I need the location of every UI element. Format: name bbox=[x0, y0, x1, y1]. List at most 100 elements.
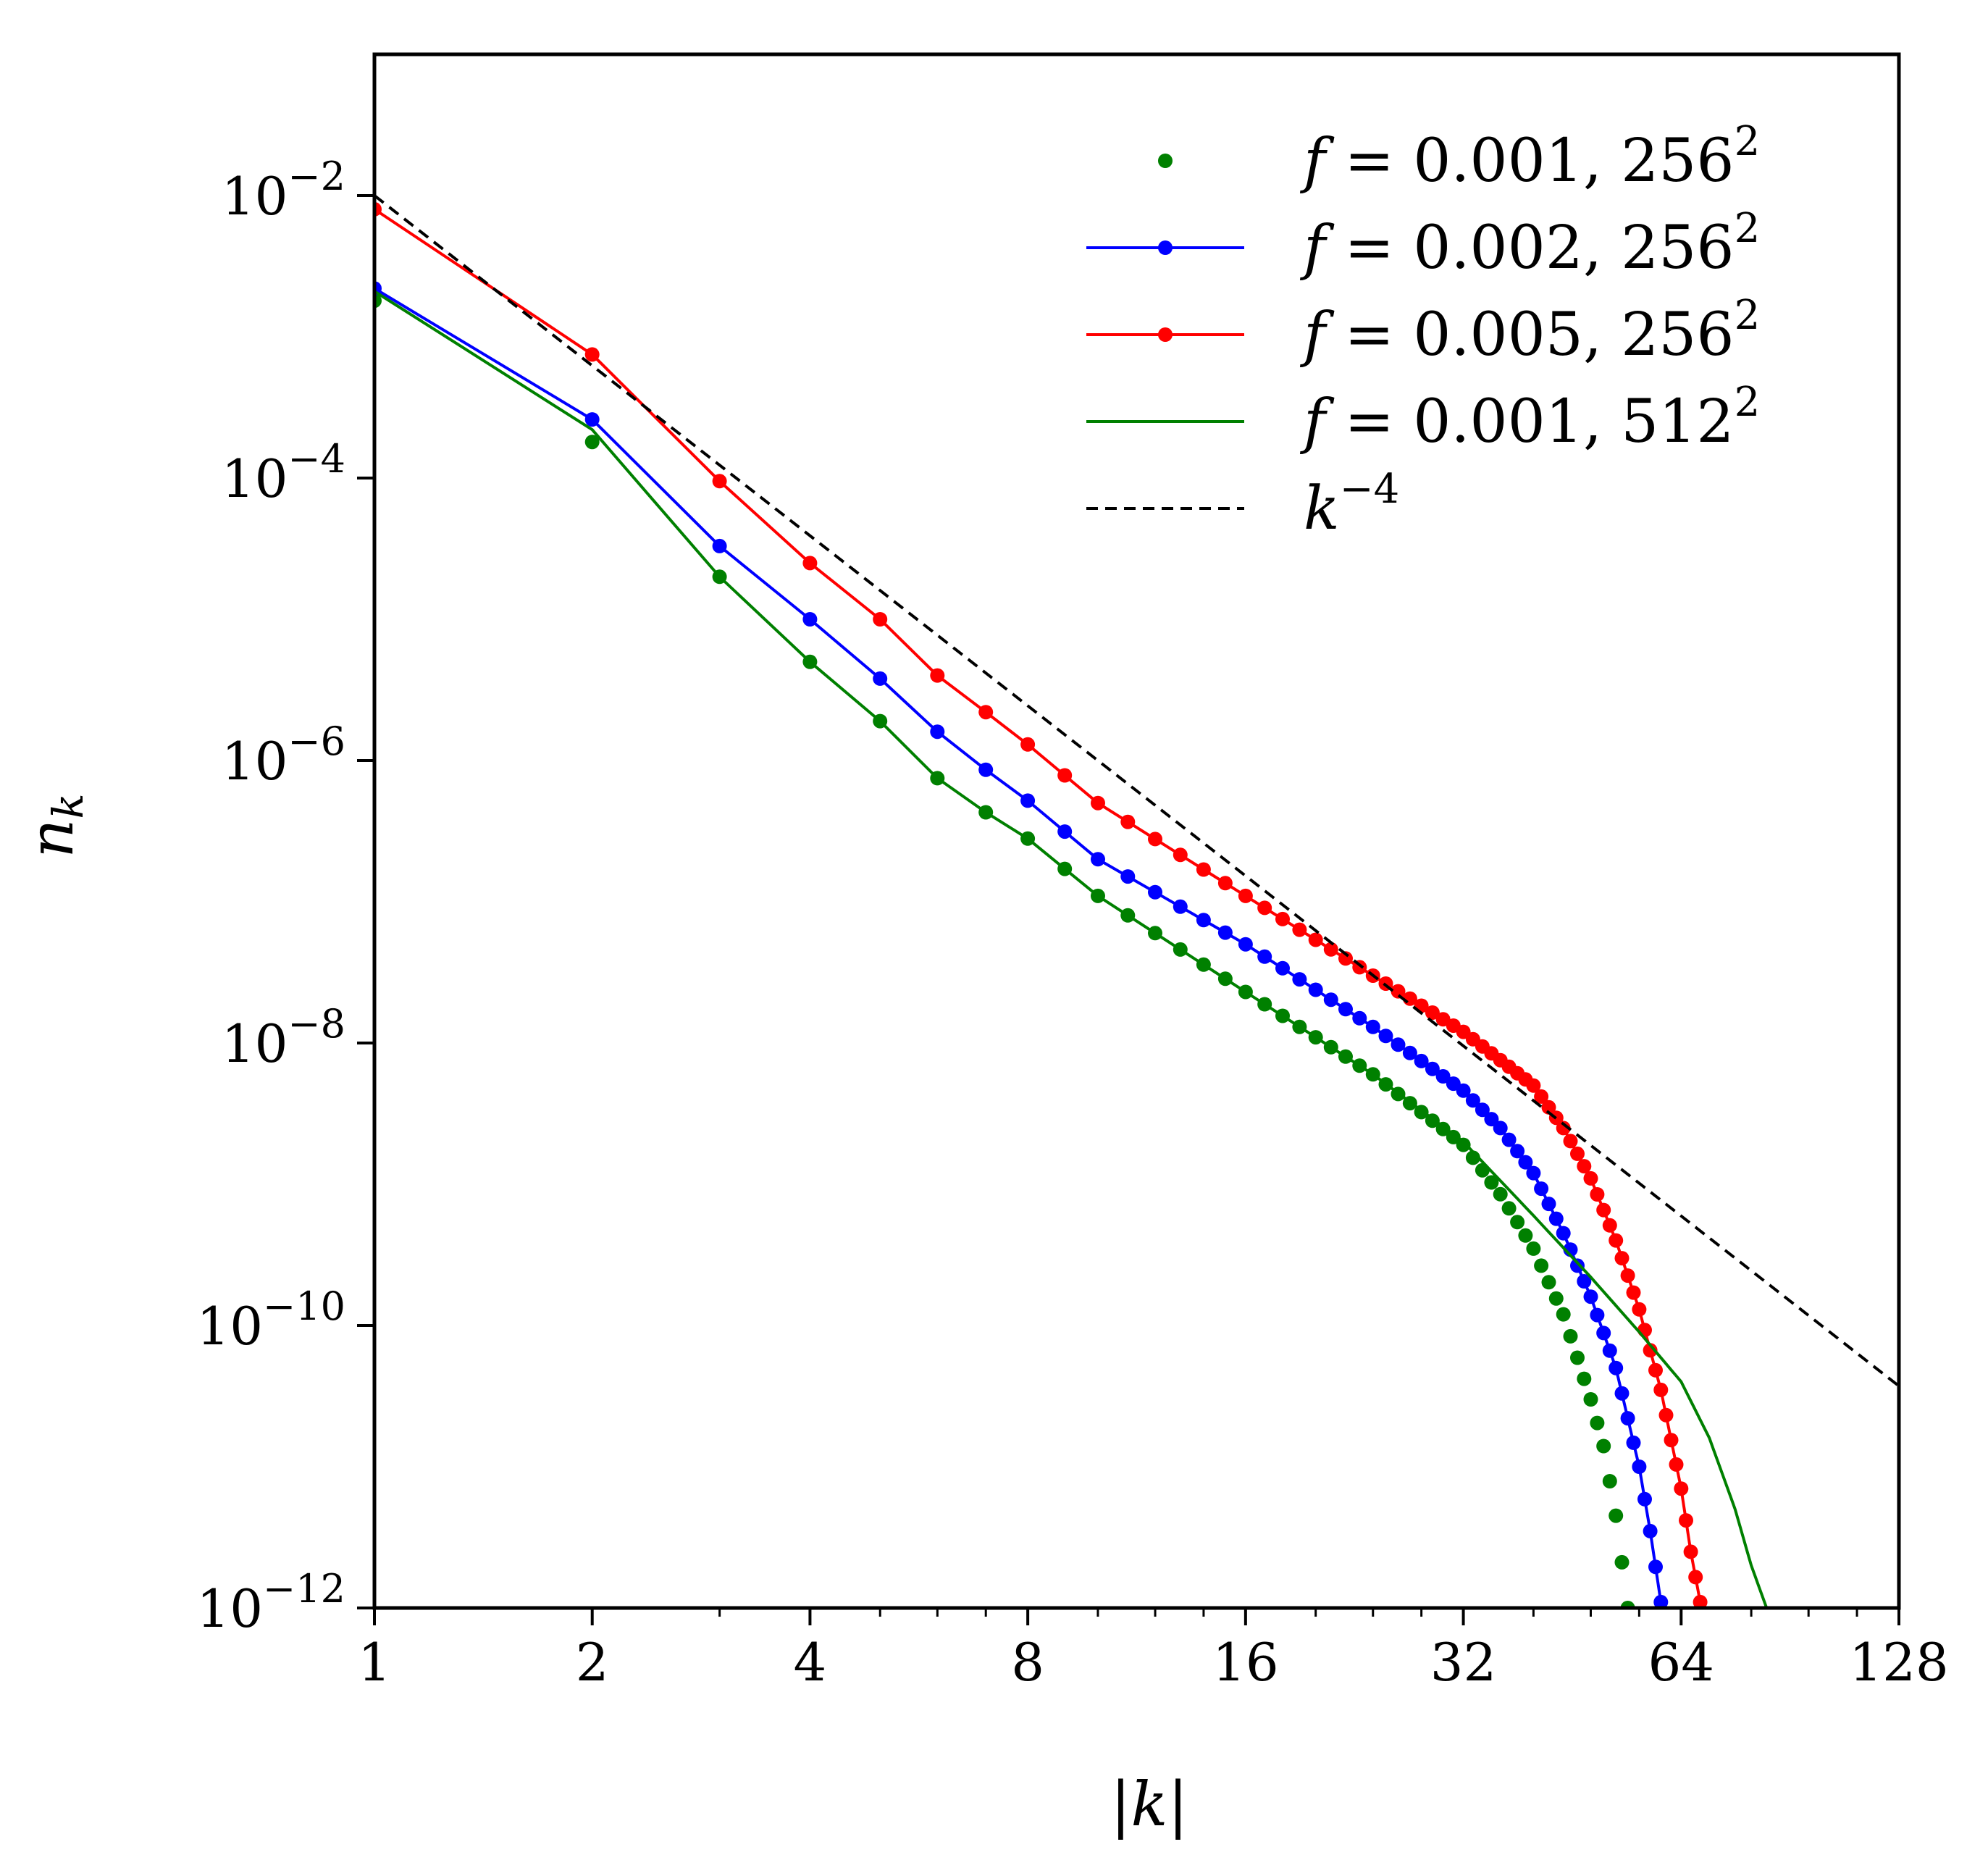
data-point-1-50 bbox=[1602, 1343, 1617, 1358]
x-tick-label-3: 8 bbox=[1011, 1632, 1044, 1693]
data-point-2-61 bbox=[1664, 1433, 1679, 1448]
data-point-1-43 bbox=[1556, 1226, 1571, 1241]
data-point-0-52 bbox=[1614, 1554, 1630, 1570]
legend-label-2: f = 0.005, 2562 bbox=[1299, 292, 1760, 369]
data-point-1-15 bbox=[1238, 937, 1253, 952]
legend-label-var: k bbox=[1304, 474, 1340, 543]
data-point-0-41 bbox=[1541, 1275, 1556, 1290]
data-point-0-30 bbox=[1446, 1129, 1461, 1144]
y-tick-label-base: 10 bbox=[222, 1013, 288, 1074]
data-point-1-20 bbox=[1323, 992, 1338, 1008]
data-point-1-17 bbox=[1275, 960, 1290, 976]
data-point-1-18 bbox=[1292, 972, 1307, 987]
data-point-2-15 bbox=[1238, 888, 1253, 903]
data-point-1-49 bbox=[1596, 1325, 1611, 1341]
y-tick-label-exp: −12 bbox=[263, 1566, 345, 1612]
data-point-2-52 bbox=[1614, 1251, 1630, 1266]
data-point-2-14 bbox=[1217, 876, 1233, 891]
data-point-2-57 bbox=[1643, 1343, 1658, 1358]
data-point-2-3 bbox=[802, 556, 818, 571]
data-point-2-54 bbox=[1626, 1285, 1641, 1300]
data-point-1-23 bbox=[1365, 1019, 1380, 1034]
data-point-1-36 bbox=[1501, 1132, 1517, 1147]
data-point-1-32 bbox=[1465, 1093, 1480, 1108]
y-tick-label-base: 10 bbox=[196, 1578, 263, 1639]
data-point-0-42 bbox=[1548, 1291, 1564, 1306]
legend: f = 0.001, 2562 f = 0.002, 2562 f = 0.005,… bbox=[1086, 118, 1760, 543]
data-point-2-45 bbox=[1570, 1146, 1585, 1161]
data-point-1-53 bbox=[1620, 1411, 1635, 1426]
series-1 bbox=[374, 281, 1669, 1608]
legend-label-4: k−4 bbox=[1304, 466, 1399, 543]
legend-label-sup: 2 bbox=[1735, 118, 1761, 165]
data-point-2-50 bbox=[1602, 1218, 1617, 1233]
data-point-1-1 bbox=[584, 412, 600, 427]
legend-label-0: f = 0.001, 2562 bbox=[1299, 118, 1760, 196]
data-point-1-13 bbox=[1196, 913, 1211, 928]
data-point-1-4 bbox=[873, 671, 888, 686]
series-line-3 bbox=[374, 290, 1769, 1608]
x-tick-label-7: 128 bbox=[1849, 1632, 1948, 1693]
data-point-2-9 bbox=[1091, 795, 1105, 811]
data-point-1-47 bbox=[1583, 1289, 1598, 1304]
data-point-0-34 bbox=[1484, 1175, 1499, 1190]
data-point-1-45 bbox=[1570, 1258, 1585, 1273]
data-point-1-56 bbox=[1637, 1491, 1652, 1507]
data-point-1-26 bbox=[1402, 1045, 1417, 1060]
y-axis-label-sub: k bbox=[43, 793, 93, 818]
y-tick-label-3: 10−8 bbox=[222, 1001, 345, 1074]
y-tick-label-5: 10−12 bbox=[196, 1566, 345, 1639]
data-point-2-64 bbox=[1679, 1513, 1693, 1528]
data-point-2-7 bbox=[1020, 737, 1036, 752]
data-point-2-51 bbox=[1609, 1233, 1624, 1248]
data-point-1-42 bbox=[1548, 1211, 1564, 1226]
data-point-1-12 bbox=[1173, 899, 1188, 914]
data-point-0-49 bbox=[1596, 1438, 1611, 1454]
data-point-2-19 bbox=[1308, 932, 1323, 947]
plot-data bbox=[374, 194, 1899, 1608]
x-tick-label-4: 16 bbox=[1212, 1632, 1279, 1693]
data-point-1-40 bbox=[1534, 1181, 1549, 1197]
y-tick-label-0: 10−2 bbox=[222, 154, 345, 227]
data-point-1-27 bbox=[1414, 1053, 1429, 1068]
data-point-1-34 bbox=[1484, 1112, 1499, 1127]
series-3 bbox=[374, 290, 1769, 1608]
data-point-0-45 bbox=[1570, 1350, 1585, 1365]
data-point-2-55 bbox=[1632, 1302, 1647, 1317]
legend-label-rest: = 0.005, 256 bbox=[1325, 301, 1734, 369]
data-point-2-43 bbox=[1556, 1121, 1571, 1136]
data-point-2-18 bbox=[1292, 922, 1307, 937]
data-point-0-43 bbox=[1556, 1307, 1571, 1322]
y-tick-label-exp: −2 bbox=[288, 154, 345, 199]
x-axis-label: |k| bbox=[1110, 1769, 1188, 1840]
x-tick-label-0: 1 bbox=[358, 1632, 391, 1693]
legend-label-1: f = 0.002, 2562 bbox=[1299, 205, 1760, 282]
data-point-2-58 bbox=[1648, 1362, 1663, 1378]
data-point-1-58 bbox=[1648, 1559, 1663, 1575]
data-point-1-16 bbox=[1257, 949, 1272, 964]
data-point-0-51 bbox=[1609, 1508, 1624, 1523]
data-point-0-48 bbox=[1590, 1415, 1605, 1431]
data-point-0-46 bbox=[1577, 1371, 1592, 1386]
y-tick-label-exp: −10 bbox=[263, 1283, 345, 1329]
data-point-1-2 bbox=[712, 538, 727, 553]
data-point-1-7 bbox=[1020, 793, 1036, 808]
data-point-1-21 bbox=[1338, 1002, 1353, 1017]
data-point-0-35 bbox=[1493, 1186, 1508, 1202]
data-point-1-5 bbox=[930, 724, 945, 740]
data-point-1-9 bbox=[1091, 852, 1105, 867]
data-point-2-63 bbox=[1674, 1481, 1689, 1496]
data-point-1-57 bbox=[1643, 1523, 1658, 1538]
data-point-0-36 bbox=[1501, 1201, 1517, 1216]
y-tick-label-base: 10 bbox=[222, 448, 288, 509]
legend-label-rest: = 0.002, 256 bbox=[1325, 214, 1734, 282]
data-point-2-6 bbox=[978, 705, 994, 720]
data-point-2-11 bbox=[1148, 832, 1162, 847]
series-2 bbox=[374, 201, 1708, 1608]
legend-label-sup: 2 bbox=[1735, 292, 1761, 339]
data-point-0-50 bbox=[1602, 1474, 1617, 1488]
data-point-1-25 bbox=[1391, 1037, 1406, 1052]
data-point-2-40 bbox=[1534, 1089, 1549, 1104]
